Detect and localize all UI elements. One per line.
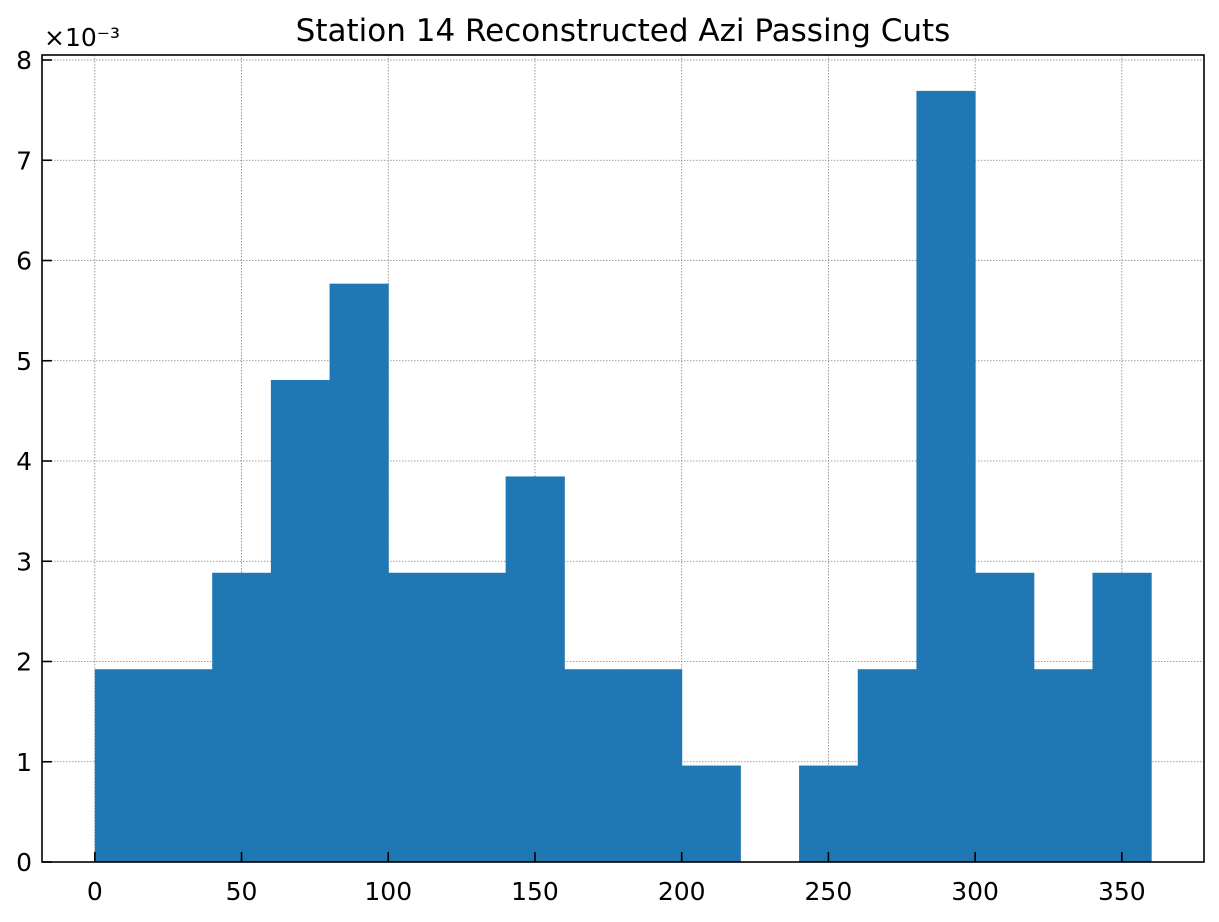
- x-axis: 0 50 100 150 200 250 300 350: [87, 852, 1146, 906]
- histogram-bar: [388, 572, 448, 862]
- x-tick-label: 100: [364, 877, 412, 906]
- x-tick-label: 300: [951, 877, 999, 906]
- histogram-bar: [153, 669, 213, 862]
- histogram-bar: [857, 669, 917, 862]
- histogram-bar: [94, 669, 155, 862]
- histogram-bar: [270, 380, 331, 862]
- y-tick-label: 4: [16, 447, 32, 476]
- histogram-bar: [1092, 572, 1152, 862]
- histogram-bar: [564, 669, 624, 862]
- y-tick-label: 0: [16, 848, 32, 877]
- y-tick-label: 1: [16, 748, 32, 777]
- x-tick-label: 50: [226, 877, 258, 906]
- y-tick-label: 8: [16, 46, 32, 75]
- x-tick-label: 350: [1098, 877, 1146, 906]
- y-tick-label: 2: [16, 648, 32, 677]
- y-tick-label: 3: [16, 547, 32, 576]
- histogram-bar: [916, 90, 976, 863]
- histogram-bar: [446, 572, 507, 862]
- histogram-bar: [799, 765, 859, 862]
- histogram-bar: [212, 572, 272, 862]
- x-tick-label: 250: [805, 877, 853, 906]
- y-axis-offset-label: ×10⁻³: [44, 23, 120, 52]
- chart-title: Station 14 Reconstructed Azi Passing Cut…: [296, 13, 951, 49]
- y-tick-label: 5: [16, 347, 32, 376]
- x-tick-label: 0: [87, 877, 103, 906]
- y-tick-label: 6: [16, 247, 32, 276]
- y-tick-label: 7: [16, 146, 32, 175]
- x-tick-label: 200: [658, 877, 706, 906]
- plot-frame: [41, 54, 1205, 863]
- histogram-bar: [1033, 669, 1093, 862]
- histogram-bar: [505, 476, 565, 862]
- y-axis: 0 1 2 3 4 5 6 7 8: [16, 46, 52, 877]
- histogram-bar: [329, 283, 389, 862]
- histogram-bar: [975, 572, 1035, 862]
- histogram-bar: [623, 669, 683, 862]
- histogram-bar: [681, 765, 741, 862]
- histogram-bars: [94, 90, 1152, 863]
- x-tick-label: 150: [511, 877, 559, 906]
